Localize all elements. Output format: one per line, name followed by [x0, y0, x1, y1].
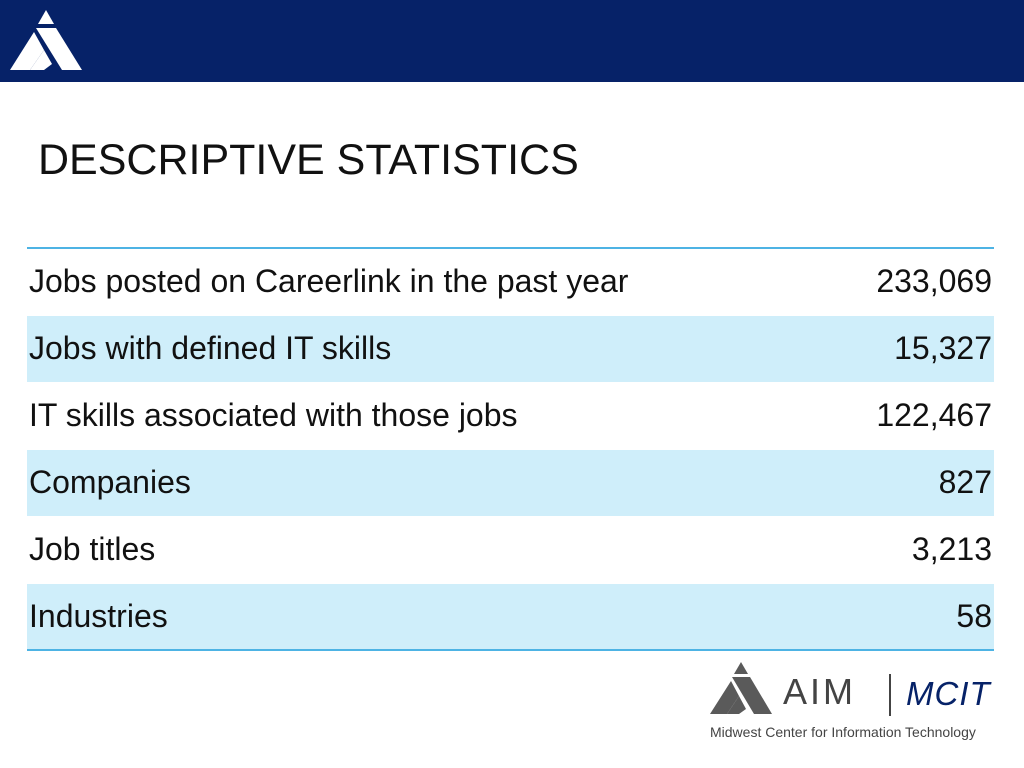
row-value: 233,069 [876, 263, 992, 300]
row-label: Industries [29, 597, 168, 634]
row-value: 122,467 [876, 397, 992, 433]
row-label: Job titles [29, 531, 156, 567]
table-row: Job titles 3,213 [27, 516, 994, 583]
table-row: Companies 827 [27, 449, 994, 516]
page-title: DESCRIPTIVE STATISTICS [38, 136, 579, 184]
row-value: 3,213 [911, 531, 992, 567]
brand-divider [889, 674, 891, 716]
brand-tagline: Midwest Center for Information Technolog… [710, 724, 976, 740]
table-row: Jobs with defined IT skills 15,327 [27, 315, 994, 382]
table-row: Jobs posted on Careerlink in the past ye… [27, 248, 994, 315]
row-label: Companies [29, 464, 191, 500]
row-value: 15,327 [894, 330, 992, 366]
row-label: Jobs posted on Careerlink in the past ye… [29, 263, 629, 300]
table-row: Industries 58 [27, 583, 994, 650]
sub-brand-name: MCIT [906, 675, 991, 712]
table-row: IT skills associated with those jobs 122… [27, 382, 994, 449]
statistics-table: Jobs posted on Careerlink in the past ye… [27, 247, 994, 651]
row-value: 58 [956, 597, 992, 634]
row-value: 827 [938, 464, 992, 500]
brand-name: AIM [783, 671, 857, 712]
row-label: Jobs with defined IT skills [29, 330, 392, 366]
header-bar [0, 0, 1024, 82]
aim-footer-logo-icon [710, 662, 772, 714]
row-label: IT skills associated with those jobs [29, 397, 518, 433]
aim-logo-icon [10, 10, 82, 70]
